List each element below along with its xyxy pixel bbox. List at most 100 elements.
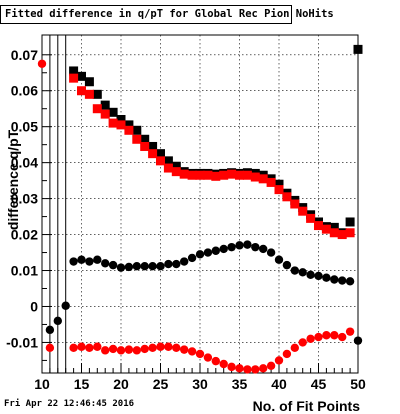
data-point-circle xyxy=(53,316,62,326)
data-point-square xyxy=(274,185,284,195)
data-point-circle xyxy=(298,338,307,347)
data-point-circle xyxy=(140,262,149,271)
data-point-circle xyxy=(45,343,55,353)
title-box: Fitted difference in q/pT for Global Rec… xyxy=(0,5,334,24)
data-point-circle xyxy=(322,331,331,340)
data-point-circle xyxy=(195,250,205,259)
data-point-square xyxy=(321,224,331,234)
data-point-square xyxy=(211,171,221,181)
data-point-square xyxy=(203,170,213,180)
data-point-circle xyxy=(124,262,134,272)
data-point-square xyxy=(92,89,102,99)
data-point-circle xyxy=(227,362,236,372)
data-point-circle xyxy=(203,248,213,257)
data-point-square xyxy=(235,170,244,180)
data-point-circle xyxy=(203,353,213,362)
data-point-circle xyxy=(306,270,315,280)
data-point-square xyxy=(314,221,323,231)
data-point-circle xyxy=(353,336,363,345)
data-point-square xyxy=(163,156,173,166)
data-point-circle xyxy=(330,331,339,340)
data-point-square xyxy=(108,107,118,117)
data-point-circle xyxy=(314,271,323,281)
data-point-square xyxy=(219,170,229,180)
x-tick-label: 25 xyxy=(153,376,169,392)
data-point-circle xyxy=(195,349,205,359)
data-point-square xyxy=(345,228,355,238)
data-point-square xyxy=(116,115,126,124)
data-point-circle xyxy=(306,334,315,344)
data-point-circle xyxy=(148,343,157,353)
data-point-square xyxy=(132,134,142,144)
data-point-circle xyxy=(282,260,292,270)
y-tick-label: 0.07 xyxy=(11,47,38,63)
data-point-square xyxy=(124,125,134,135)
data-point-square xyxy=(274,179,284,189)
data-point-circle xyxy=(274,255,284,264)
data-point-circle xyxy=(69,257,78,266)
data-point-square xyxy=(100,109,110,119)
data-point-circle xyxy=(140,344,149,354)
data-point-circle xyxy=(164,259,173,269)
data-point-square xyxy=(171,161,181,171)
data-point-circle xyxy=(61,301,70,310)
data-point-square xyxy=(290,199,300,209)
y-tick-label: 0.04 xyxy=(11,155,38,171)
data-point-circle xyxy=(259,364,268,373)
data-point-square xyxy=(329,222,339,232)
x-axis-label: No. of Fit Points xyxy=(253,398,361,414)
data-point-circle xyxy=(101,346,110,355)
data-point-square xyxy=(156,156,165,166)
data-point-circle xyxy=(93,255,102,264)
data-point-circle xyxy=(132,346,141,355)
data-point-circle xyxy=(180,257,189,266)
data-point-square xyxy=(195,170,205,180)
data-point-circle xyxy=(227,242,236,252)
data-point-square xyxy=(100,100,110,110)
data-point-square xyxy=(179,169,189,179)
x-tick-label: 20 xyxy=(113,376,129,392)
data-point-circle xyxy=(290,343,299,353)
data-point-circle xyxy=(251,365,260,374)
data-point-circle xyxy=(259,244,268,254)
data-point-circle xyxy=(172,259,181,269)
x-tick-label: 30 xyxy=(192,376,208,392)
y-tick-label: -0.01 xyxy=(6,334,38,350)
data-point-circle xyxy=(290,266,299,275)
data-point-square xyxy=(337,230,347,240)
data-point-circle xyxy=(243,365,252,374)
data-point-square xyxy=(77,71,86,81)
data-point-square xyxy=(108,118,118,128)
x-tick-label: 10 xyxy=(34,376,50,392)
x-tick-label: 45 xyxy=(311,376,327,392)
y-tick-label: 0.01 xyxy=(11,263,38,279)
data-point-circle xyxy=(282,349,292,359)
data-point-square xyxy=(353,44,363,54)
data-point-circle xyxy=(101,259,110,268)
data-point-square xyxy=(329,228,339,238)
data-point-circle xyxy=(45,325,55,335)
data-point-square xyxy=(242,170,252,180)
grid-lines xyxy=(42,35,358,373)
tick-labels: 10 15 20 25 30 35 40 45 50 -0.01 0 0.01 0.02 0.03 0.04… xyxy=(6,47,366,392)
x-tick-label: 40 xyxy=(271,376,287,392)
data-point-square xyxy=(77,86,86,96)
data-point-square xyxy=(132,125,142,135)
data-point-square xyxy=(187,170,197,180)
data-point-square xyxy=(163,163,173,173)
data-point-circle xyxy=(85,343,94,353)
data-point-circle xyxy=(219,244,228,254)
x-tick-label: 15 xyxy=(74,376,90,392)
data-point-circle xyxy=(148,262,157,271)
data-point-square xyxy=(148,149,158,159)
data-point-square xyxy=(171,167,181,177)
data-point-circle xyxy=(338,332,347,342)
data-point-circle xyxy=(243,240,252,249)
data-point-circle xyxy=(108,260,118,270)
y-tick-label: 0.02 xyxy=(11,227,38,243)
data-point-square xyxy=(345,217,355,227)
data-point-circle xyxy=(124,345,134,354)
data-point-square xyxy=(92,104,102,114)
data-point-square xyxy=(124,120,134,130)
data-point-square xyxy=(84,77,94,87)
